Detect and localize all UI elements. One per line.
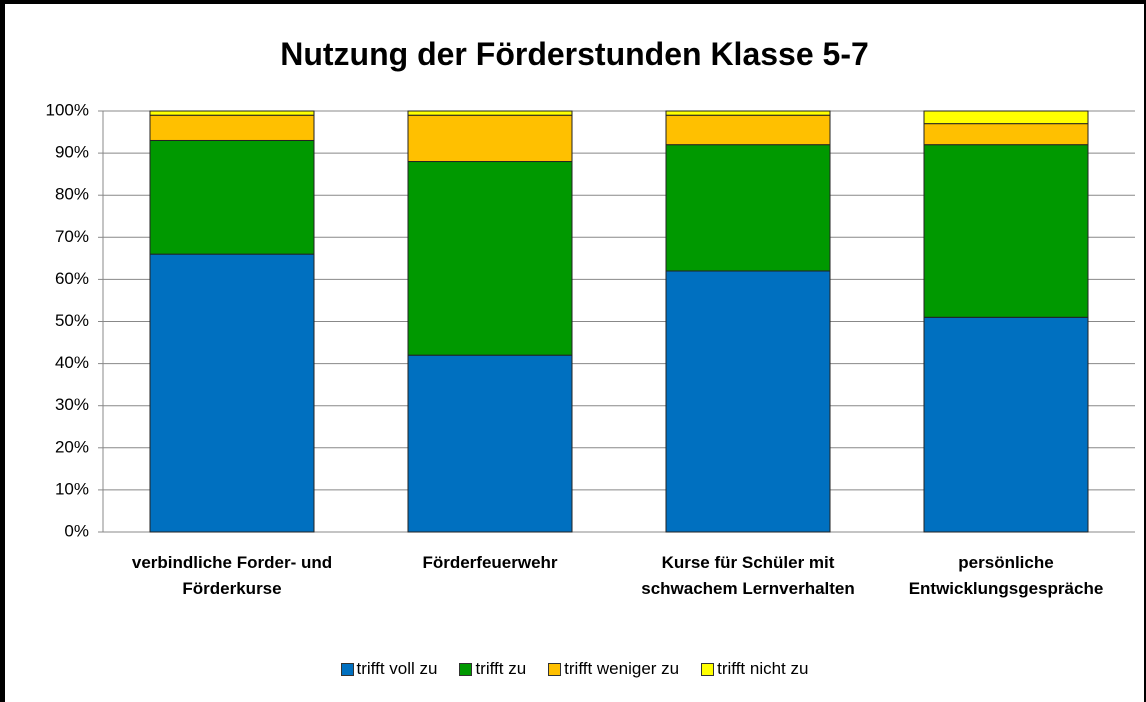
bar-segment <box>923 316 1089 533</box>
x-tick-label: Förderfeuerwehr <box>422 553 558 572</box>
bar-segment <box>149 114 315 141</box>
y-tick-label: 50% <box>55 311 89 330</box>
legend: trifft voll zu trifft zu trifft weniger zu… <box>5 659 1144 679</box>
bar-segment <box>923 144 1089 318</box>
bar-segment <box>149 110 315 116</box>
y-tick-label: 10% <box>55 479 89 498</box>
legend-item: trifft voll zu <box>340 659 438 679</box>
legend-item: trifft zu <box>459 659 526 679</box>
x-tick-label: persönliche Entwicklungsgespräche <box>908 553 1104 598</box>
y-tick-label: 0% <box>64 521 89 540</box>
legend-item: trifft weniger zu <box>548 659 679 679</box>
plot: 0% 10% 20% 30% 40% 50% 60% 70% 80% 90% 100% <box>46 100 1135 540</box>
legend-swatch <box>548 662 562 676</box>
bar-segment <box>407 354 573 533</box>
bar-segment <box>665 114 831 146</box>
bar-segment <box>665 270 831 533</box>
chart-title: Nutzung der Förderstunden Klasse 5-7 <box>280 36 869 72</box>
x-tick-label: Kurse für Schüler mit schwachem Lernverh… <box>641 553 855 598</box>
legend-label: trifft zu <box>475 659 527 678</box>
y-tick-label: 70% <box>55 227 89 246</box>
y-tick-label: 30% <box>55 395 89 414</box>
legend-swatch <box>340 662 354 676</box>
legend-swatch <box>701 662 715 676</box>
y-tick-label: 40% <box>55 353 89 372</box>
y-tick-label: 90% <box>55 143 89 162</box>
bar-segment <box>149 253 315 533</box>
bar-segment <box>665 110 831 116</box>
legend-label: trifft weniger zu <box>564 659 680 678</box>
bar-segment <box>149 139 315 255</box>
y-tick-label: 60% <box>55 269 89 288</box>
bar-segment <box>665 144 831 272</box>
y-tick-label: 20% <box>55 437 89 456</box>
x-tick-label: verbindliche Forder- und Förderkurse <box>131 553 333 598</box>
bar-segment <box>407 110 573 116</box>
bar-segment <box>407 114 573 163</box>
y-tick-label: 100% <box>46 100 89 119</box>
bar-segment <box>923 110 1089 125</box>
legend-label: trifft nicht zu <box>717 659 809 678</box>
legend-label: trifft voll zu <box>356 659 438 678</box>
legend-swatch <box>459 662 473 676</box>
bar-segment <box>923 123 1089 146</box>
legend-item: trifft nicht zu <box>701 659 808 679</box>
bar-segment <box>407 161 573 356</box>
y-tick-label: 80% <box>55 185 89 204</box>
